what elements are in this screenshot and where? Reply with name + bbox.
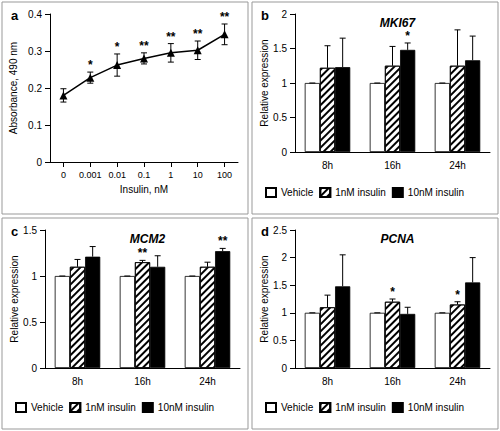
svg-text:MCM2: MCM2 <box>130 232 166 246</box>
svg-text:24h: 24h <box>449 376 466 387</box>
svg-text:0: 0 <box>31 363 37 374</box>
svg-text:PCNA: PCNA <box>380 232 414 246</box>
svg-text:1: 1 <box>281 307 287 318</box>
svg-text:16h: 16h <box>384 376 401 387</box>
svg-text:Vehicle: Vehicle <box>281 187 314 198</box>
svg-text:1.5: 1.5 <box>273 43 287 54</box>
svg-text:100: 100 <box>217 170 232 180</box>
svg-text:Relative expression: Relative expression <box>259 39 270 126</box>
svg-text:0.5: 0.5 <box>23 317 37 328</box>
svg-text:0.5: 0.5 <box>273 112 287 123</box>
svg-text:*: * <box>390 285 395 299</box>
svg-text:**: ** <box>138 246 148 260</box>
svg-text:16h: 16h <box>384 160 401 171</box>
svg-text:Relative expression: Relative expression <box>9 255 20 342</box>
svg-text:**: ** <box>166 30 176 44</box>
svg-text:1: 1 <box>281 78 287 89</box>
svg-text:c: c <box>11 224 18 239</box>
svg-text:0.4: 0.4 <box>28 9 42 20</box>
svg-text:16h: 16h <box>134 376 151 387</box>
svg-text:1: 1 <box>168 170 173 180</box>
svg-text:0.1: 0.1 <box>138 170 151 180</box>
svg-text:8h: 8h <box>322 376 333 387</box>
svg-text:2: 2 <box>281 252 287 263</box>
svg-text:b: b <box>261 8 269 23</box>
svg-text:2.5: 2.5 <box>273 225 287 236</box>
svg-text:*: * <box>115 40 120 54</box>
svg-text:1.5: 1.5 <box>273 280 287 291</box>
svg-text:8h: 8h <box>72 376 83 387</box>
svg-text:Vehicle: Vehicle <box>281 402 314 413</box>
svg-text:1nM insulin: 1nM insulin <box>335 402 386 413</box>
svg-text:**: ** <box>139 39 149 53</box>
svg-text:0: 0 <box>281 147 287 158</box>
svg-text:*: * <box>455 288 460 302</box>
svg-text:8h: 8h <box>322 160 333 171</box>
svg-text:**: ** <box>218 234 228 248</box>
svg-text:*: * <box>405 29 410 43</box>
svg-text:1nM insulin: 1nM insulin <box>335 187 386 198</box>
svg-text:0: 0 <box>36 157 42 168</box>
svg-text:0.3: 0.3 <box>28 46 42 57</box>
svg-text:0.1: 0.1 <box>28 120 42 131</box>
svg-text:0: 0 <box>61 170 66 180</box>
svg-text:Relative expression: Relative expression <box>259 255 270 342</box>
svg-text:1.5: 1.5 <box>23 225 37 236</box>
svg-text:Insulin, nM: Insulin, nM <box>120 184 168 195</box>
svg-text:24h: 24h <box>449 160 466 171</box>
svg-text:**: ** <box>193 27 203 41</box>
svg-text:10nM insulin: 10nM insulin <box>158 402 214 413</box>
svg-text:*: * <box>88 58 93 72</box>
svg-text:10nM insulin: 10nM insulin <box>408 402 464 413</box>
svg-text:2: 2 <box>281 9 287 20</box>
svg-text:MKI67: MKI67 <box>380 16 417 30</box>
svg-text:0.5: 0.5 <box>273 335 287 346</box>
svg-text:a: a <box>11 8 19 23</box>
svg-text:10nM insulin: 10nM insulin <box>408 187 464 198</box>
svg-text:d: d <box>261 224 269 239</box>
svg-text:10: 10 <box>193 170 203 180</box>
svg-text:1: 1 <box>31 271 37 282</box>
svg-text:0.01: 0.01 <box>108 170 126 180</box>
svg-text:Vehicle: Vehicle <box>31 402 64 413</box>
svg-text:0.001: 0.001 <box>79 170 102 180</box>
svg-text:0: 0 <box>281 363 287 374</box>
svg-text:0.2: 0.2 <box>28 83 42 94</box>
svg-text:**: ** <box>220 10 230 24</box>
svg-text:1nM insulin: 1nM insulin <box>85 402 136 413</box>
svg-text:Absorbance, 490 nm: Absorbance, 490 nm <box>8 42 19 134</box>
svg-text:24h: 24h <box>199 376 216 387</box>
